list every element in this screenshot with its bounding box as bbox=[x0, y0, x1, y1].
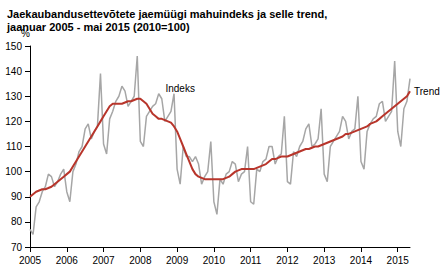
svg-text:100: 100 bbox=[5, 166, 22, 177]
svg-text:Indeks: Indeks bbox=[165, 83, 194, 94]
svg-text:140: 140 bbox=[5, 66, 22, 77]
svg-text:2014: 2014 bbox=[350, 255, 373, 266]
svg-text:2008: 2008 bbox=[129, 255, 152, 266]
svg-text:Jaekaubandusettevõtete jaemüüg: Jaekaubandusettevõtete jaemüügi mahuinde… bbox=[7, 8, 327, 20]
svg-text:2009: 2009 bbox=[166, 255, 189, 266]
svg-text:2010: 2010 bbox=[203, 255, 226, 266]
svg-text:80: 80 bbox=[11, 216, 23, 227]
svg-text:2012: 2012 bbox=[276, 255, 299, 266]
svg-text:2013: 2013 bbox=[313, 255, 336, 266]
svg-text:120: 120 bbox=[5, 116, 22, 127]
svg-text:70: 70 bbox=[11, 242, 23, 253]
svg-text:2007: 2007 bbox=[92, 255, 115, 266]
svg-text:2011: 2011 bbox=[240, 255, 262, 266]
svg-text:2005: 2005 bbox=[19, 255, 42, 266]
svg-text:110: 110 bbox=[6, 141, 22, 152]
svg-text:2015: 2015 bbox=[387, 255, 410, 266]
svg-text:jaanuar 2005 - mai 2015 (2010=: jaanuar 2005 - mai 2015 (2010=100) bbox=[6, 21, 190, 33]
svg-text:2006: 2006 bbox=[56, 255, 79, 266]
svg-text:150: 150 bbox=[5, 41, 22, 52]
svg-text:90: 90 bbox=[11, 191, 23, 202]
svg-text:130: 130 bbox=[5, 91, 22, 102]
svg-text:Trend: Trend bbox=[414, 86, 440, 97]
